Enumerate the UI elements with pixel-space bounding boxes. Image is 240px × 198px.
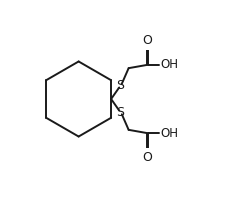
- Text: S: S: [116, 106, 125, 119]
- Text: O: O: [143, 34, 153, 47]
- Text: OH: OH: [161, 58, 179, 71]
- Text: O: O: [143, 151, 153, 164]
- Text: S: S: [116, 79, 125, 92]
- Text: OH: OH: [161, 127, 179, 140]
